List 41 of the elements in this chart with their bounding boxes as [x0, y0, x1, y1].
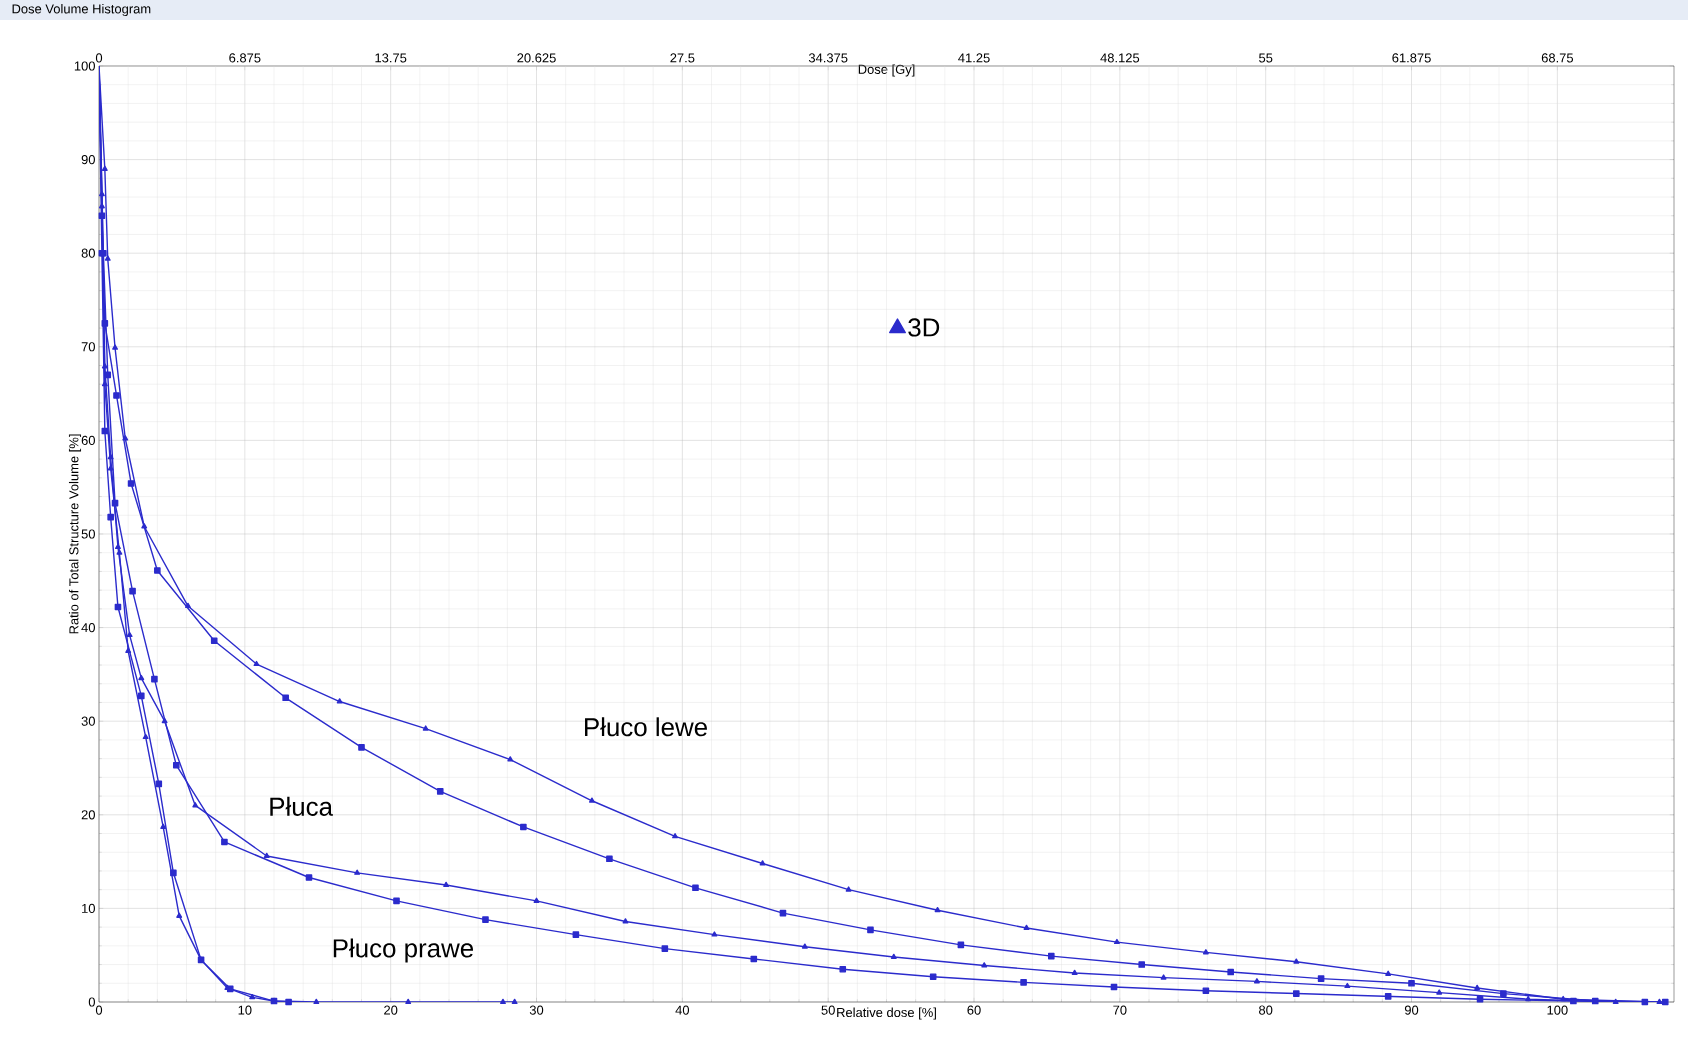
x-tick-label: 30: [529, 1005, 544, 1015]
x-tick-label: 10: [238, 1005, 252, 1015]
annotation: Płuco prawe: [333, 938, 474, 963]
x2-tick-label: 48.125: [1100, 53, 1140, 63]
y-tick-label: 100: [74, 61, 95, 71]
legend-label: 3D: [908, 318, 940, 337]
y-tick-label: 90: [81, 155, 95, 165]
x2-tick-label: 6.875: [229, 53, 261, 63]
x2-tick-label: 0: [95, 53, 103, 63]
x-tick-label: 90: [1404, 1005, 1419, 1015]
x2-tick-label: 61.875: [1392, 53, 1431, 63]
x-tick-label: 60: [967, 1005, 981, 1015]
annotation: Płuco lewe: [585, 717, 707, 737]
y-tick-label: 80: [81, 248, 95, 258]
x2-tick-label: 41.25: [958, 53, 990, 63]
x-axis-title: Relative dose [%]: [837, 1007, 936, 1020]
y-tick-label: 60: [81, 435, 95, 445]
y-tick-label: 40: [81, 623, 95, 633]
x2-tick-label: 68.75: [1541, 53, 1574, 63]
y-tick-label: 0: [88, 997, 95, 1007]
x-tick-label: 80: [1259, 1005, 1273, 1015]
x2-tick-label: 34.375: [808, 53, 848, 63]
y-tick-label: 30: [81, 716, 95, 726]
y-tick-label: 70: [81, 342, 95, 352]
y-axis-title: Ratio of Total Structure Volume [%]: [68, 434, 82, 634]
x-tick-label: 40: [675, 1005, 690, 1015]
x-tick-label: 20: [384, 1005, 398, 1015]
x2-tick-label: 27.5: [670, 53, 695, 63]
y-tick-label: 10: [82, 903, 95, 913]
y-tick-label: 50: [81, 529, 95, 539]
x-tick-label: 0: [95, 1005, 103, 1015]
y-tick-label: 20: [81, 810, 95, 820]
x2-tick-label: 55: [1259, 53, 1273, 63]
x2-tick-label: 20.625: [517, 53, 556, 63]
x-tick-label: 100: [1547, 1005, 1568, 1015]
x-tick-label: 50: [821, 1005, 835, 1015]
annotation: Płuca: [270, 796, 333, 816]
x-tick-label: 70: [1113, 1005, 1127, 1015]
x2-tick-label: 13.75: [375, 53, 407, 63]
x2-axis-title: Dose [Gy]: [858, 64, 915, 77]
chart-title: Dose Volume Histogram: [12, 3, 151, 17]
